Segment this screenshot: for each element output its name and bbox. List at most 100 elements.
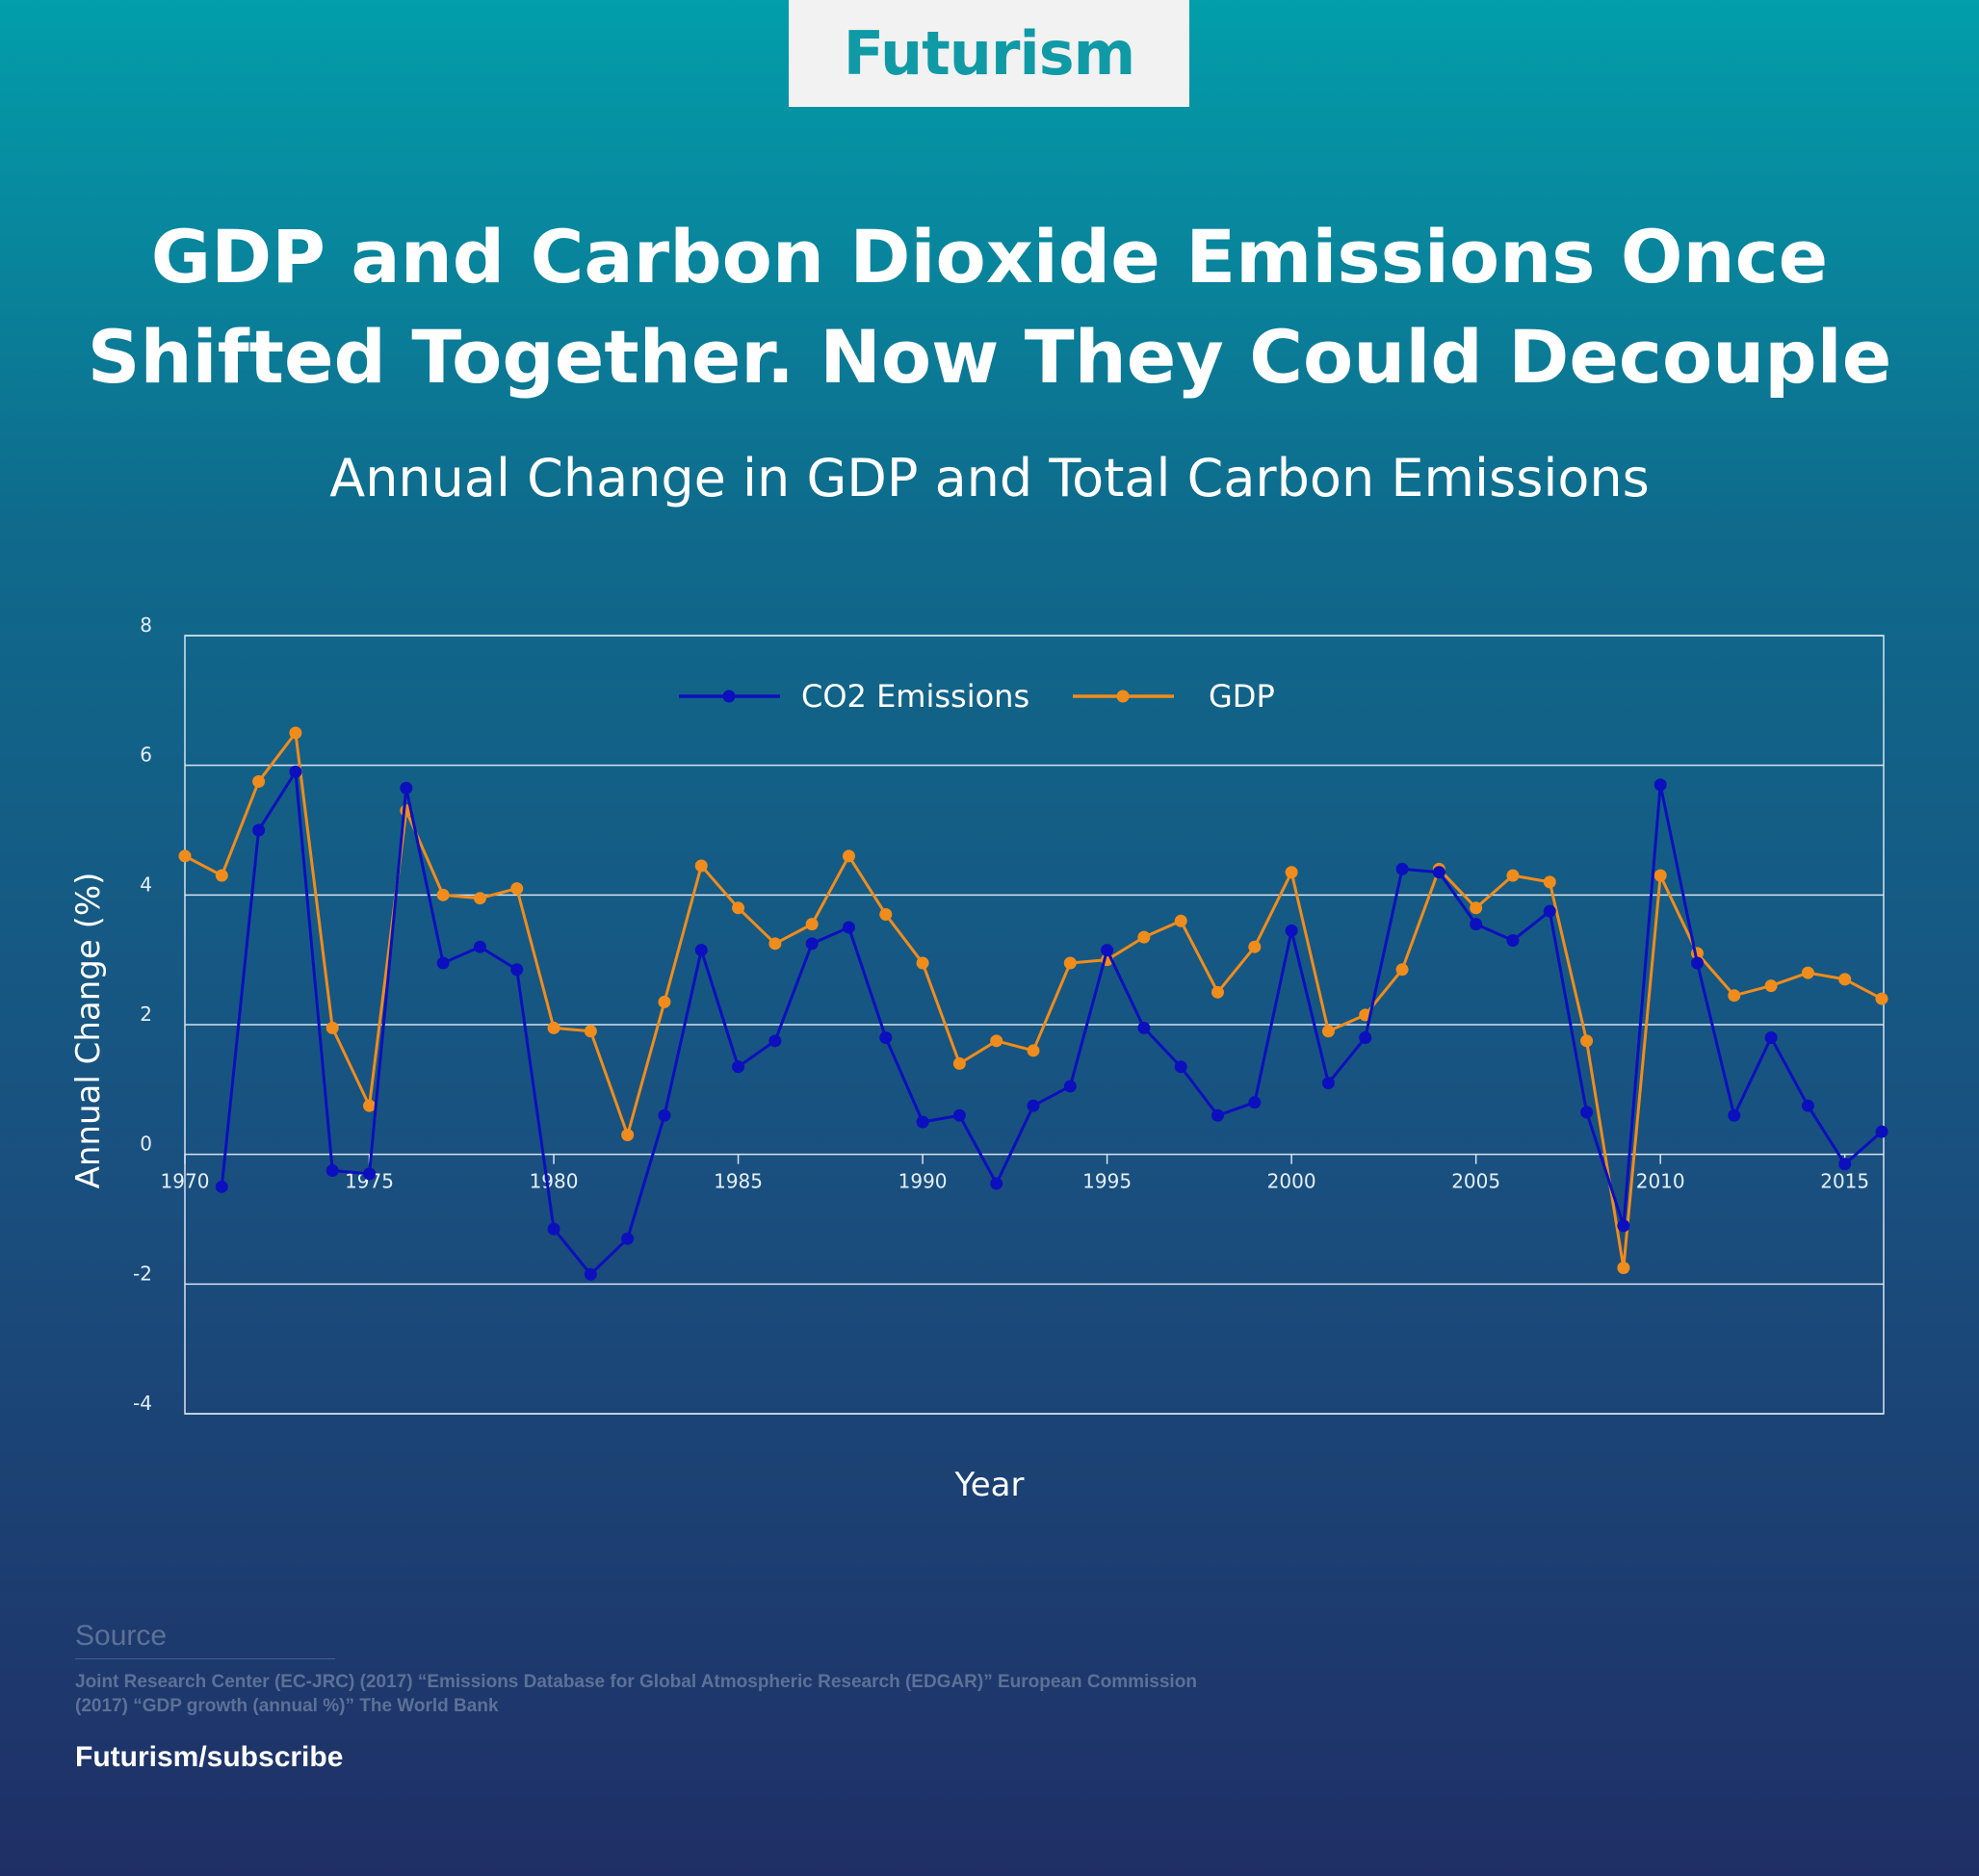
- source-heading: Source: [75, 1620, 168, 1652]
- headline-line-2: Shifted Together. Now They Could Decoupl…: [87, 314, 1892, 400]
- legend-label-gdp: GDP: [1209, 678, 1275, 715]
- data-point-gdp: [1211, 985, 1225, 999]
- data-point-co2-emissions: [1248, 1096, 1262, 1109]
- data-point-co2-emissions: [1690, 956, 1704, 970]
- data-point-gdp: [732, 901, 745, 915]
- x-tick-label: 2015: [1820, 1170, 1869, 1193]
- data-point-co2-emissions: [547, 1222, 560, 1236]
- data-point-gdp: [1470, 901, 1483, 915]
- data-point-co2-emissions: [1321, 1077, 1335, 1090]
- subscribe-link[interactable]: Futurism/subscribe: [75, 1741, 344, 1773]
- data-point-gdp: [1395, 963, 1409, 977]
- data-point-co2-emissions: [1063, 1080, 1077, 1093]
- data-point-gdp: [1543, 875, 1556, 889]
- data-point-co2-emissions: [990, 1177, 1003, 1190]
- data-point-gdp: [436, 888, 450, 901]
- data-point-co2-emissions: [1432, 866, 1445, 879]
- source-divider: [75, 1658, 335, 1659]
- source-line-1: Joint Research Center (EC-JRC) (2017) “E…: [75, 1672, 1197, 1692]
- data-point-co2-emissions: [1617, 1219, 1630, 1233]
- data-point-gdp: [768, 937, 782, 951]
- x-axis-label: Year: [954, 1466, 1025, 1504]
- y-axis-label: Annual Change (%): [69, 872, 108, 1189]
- data-point-co2-emissions: [1801, 1099, 1814, 1112]
- data-point-co2-emissions: [694, 944, 708, 957]
- x-tick-label: 1985: [714, 1170, 763, 1193]
- data-point-gdp: [916, 956, 929, 970]
- x-tick-label: 2005: [1451, 1170, 1500, 1193]
- data-point-gdp: [1321, 1025, 1335, 1038]
- data-point-gdp: [1728, 989, 1741, 1003]
- data-point-co2-emissions: [400, 781, 413, 795]
- data-point-gdp: [584, 1025, 597, 1038]
- data-point-co2-emissions: [768, 1034, 782, 1048]
- data-point-co2-emissions: [1875, 1125, 1888, 1138]
- data-point-co2-emissions: [1764, 1030, 1778, 1044]
- data-point-co2-emissions: [952, 1108, 966, 1122]
- data-point-co2-emissions: [1506, 933, 1520, 947]
- data-point-gdp: [1027, 1044, 1040, 1057]
- data-point-co2-emissions: [1359, 1030, 1372, 1044]
- data-point-gdp: [805, 918, 819, 931]
- y-tick-label: 0: [140, 1133, 152, 1156]
- data-point-co2-emissions: [1174, 1060, 1187, 1074]
- data-point-gdp: [1285, 866, 1298, 879]
- data-point-co2-emissions: [1543, 904, 1556, 918]
- data-point-co2-emissions: [1285, 924, 1298, 937]
- data-point-gdp: [952, 1056, 966, 1070]
- data-point-gdp: [1654, 869, 1667, 882]
- x-tick-label: 2000: [1267, 1170, 1316, 1193]
- data-point-gdp: [1801, 966, 1814, 979]
- data-point-gdp: [325, 1021, 339, 1034]
- data-point-co2-emissions: [436, 956, 450, 970]
- x-tick-label: 1970: [161, 1170, 210, 1193]
- data-point-co2-emissions: [1137, 1021, 1151, 1034]
- data-point-gdp: [510, 882, 524, 896]
- data-point-gdp: [1506, 869, 1520, 882]
- x-tick-label: 1990: [898, 1170, 948, 1193]
- data-point-gdp: [547, 1021, 560, 1034]
- y-tick-label: 2: [140, 1003, 152, 1026]
- legend-label-co2-emissions: CO2 Emissions: [801, 678, 1029, 715]
- data-point-co2-emissions: [584, 1267, 597, 1281]
- data-point-gdp: [1617, 1262, 1630, 1274]
- source-citation: Joint Research Center (EC-JRC) (2017) “E…: [75, 1670, 1327, 1718]
- data-point-gdp: [289, 726, 302, 740]
- data-point-gdp: [252, 775, 266, 788]
- data-point-co2-emissions: [473, 940, 486, 953]
- data-point-gdp: [1838, 973, 1852, 986]
- series-line-co2-emissions: [220, 769, 1883, 1276]
- data-point-co2-emissions: [363, 1167, 377, 1181]
- data-point-gdp: [1137, 930, 1151, 944]
- data-point-co2-emissions: [879, 1030, 893, 1044]
- source-line-2: (2017) “GDP growth (annual %)” The World…: [75, 1696, 499, 1716]
- data-point-gdp: [1174, 914, 1187, 927]
- data-point-gdp: [990, 1034, 1003, 1048]
- data-point-co2-emissions: [510, 963, 524, 977]
- data-point-co2-emissions: [1838, 1158, 1852, 1171]
- data-point-co2-emissions: [805, 937, 819, 951]
- data-point-co2-emissions: [842, 921, 855, 934]
- data-point-gdp: [1248, 940, 1262, 953]
- data-point-gdp: [1580, 1034, 1594, 1048]
- x-tick-label: 1995: [1082, 1170, 1132, 1193]
- y-tick-label: 6: [140, 743, 152, 767]
- data-point-gdp: [215, 869, 228, 882]
- data-point-gdp: [363, 1099, 377, 1112]
- headline-line-1: GDP and Carbon Dioxide Emissions Once: [150, 214, 1829, 300]
- data-point-gdp: [658, 995, 671, 1008]
- data-point-co2-emissions: [289, 765, 302, 778]
- data-point-co2-emissions: [1654, 778, 1667, 792]
- data-point-co2-emissions: [1395, 862, 1409, 875]
- data-point-gdp: [1875, 992, 1888, 1005]
- y-tick-label: 4: [140, 873, 152, 896]
- legend-marker-co2-emissions: [722, 690, 736, 703]
- data-point-co2-emissions: [1211, 1108, 1225, 1122]
- data-point-gdp: [1063, 956, 1077, 970]
- data-point-co2-emissions: [1728, 1108, 1741, 1122]
- data-point-co2-emissions: [732, 1060, 745, 1074]
- y-tick-label: 8: [140, 613, 152, 637]
- y-tick-label: -2: [133, 1262, 152, 1285]
- y-tick-label: -4: [133, 1392, 152, 1415]
